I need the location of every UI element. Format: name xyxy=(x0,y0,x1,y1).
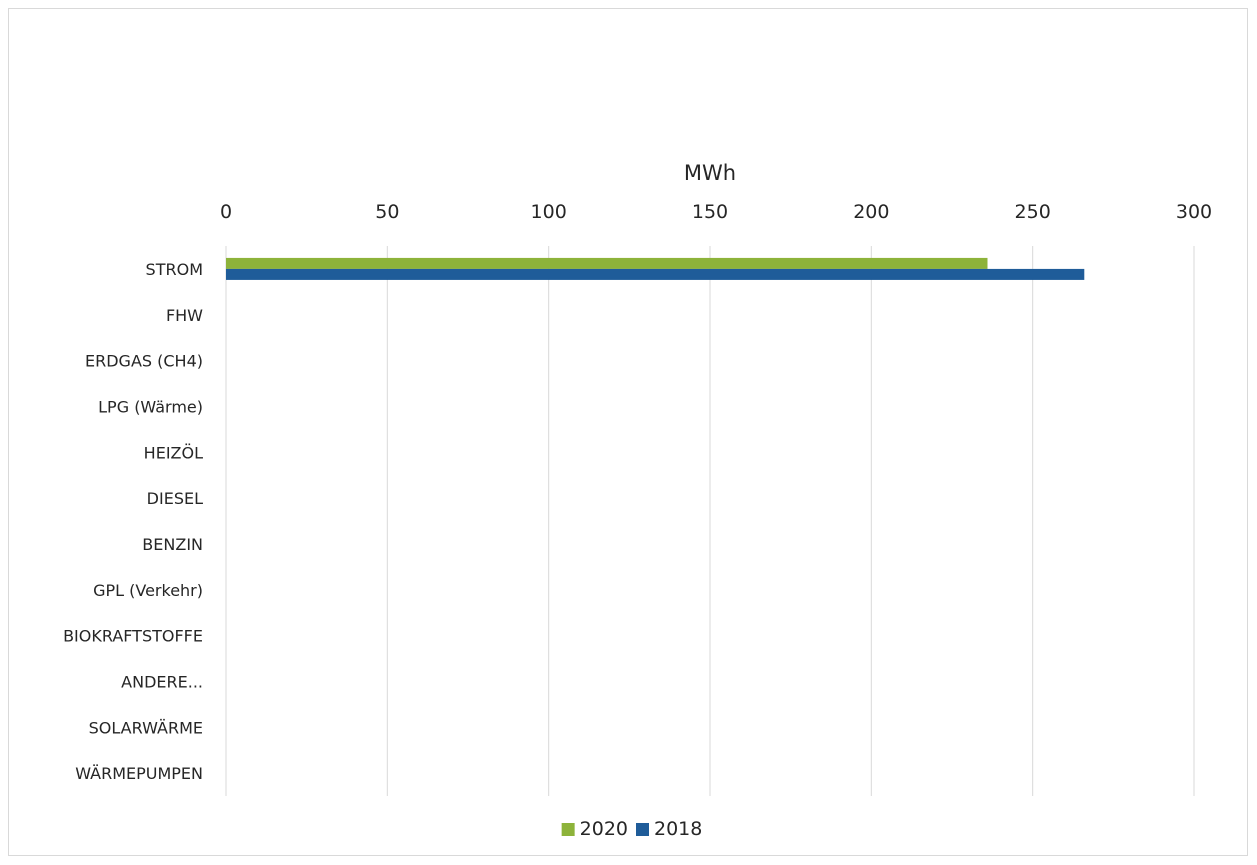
chart-frame xyxy=(8,8,1248,856)
bar-2018 xyxy=(226,268,1085,280)
x-tick-label: 250 xyxy=(1015,201,1051,223)
legend-label: 2018 xyxy=(654,818,702,840)
category-label: FHW xyxy=(166,306,203,325)
category-label: ERDGAS (CH4) xyxy=(85,352,203,371)
legend-item-2020: 2020 xyxy=(561,818,628,840)
x-tick-labels: 0 50 100 150 200 250 300 xyxy=(220,201,1212,223)
gridlines xyxy=(225,246,1195,796)
x-tick-label: 150 xyxy=(692,201,728,223)
category-label: ANDERE... xyxy=(121,672,203,691)
x-tick-label: 300 xyxy=(1176,201,1212,223)
category-label: STROM xyxy=(146,260,203,279)
category-label: BENZIN xyxy=(142,535,203,554)
category-labels: STROM FHW ERDGAS (CH4) LPG (Wärme) HEIZÖL DIE… xyxy=(63,260,203,783)
legend-swatch xyxy=(636,823,649,836)
category-label: SOLARWÄRME xyxy=(89,718,203,737)
x-tick-label: 200 xyxy=(853,201,889,223)
category-label: GPL (Verkehr) xyxy=(93,581,203,600)
legend: 2020 2018 xyxy=(561,818,702,840)
x-tick-label: 0 xyxy=(220,201,232,223)
category-label: LPG (Wärme) xyxy=(98,397,203,416)
legend-swatch xyxy=(561,823,575,836)
legend-item-2018: 2018 xyxy=(636,818,702,840)
x-tick-label: 100 xyxy=(531,201,567,223)
category-label: DIESEL xyxy=(147,489,203,508)
legend-label: 2020 xyxy=(580,818,628,840)
bars xyxy=(226,257,1085,280)
bar-2020 xyxy=(226,257,988,269)
x-tick-label: 50 xyxy=(375,201,399,223)
category-label: BIOKRAFTSTOFFE xyxy=(63,627,203,646)
category-label: WÄRMEPUMPEN xyxy=(75,764,203,783)
category-label: HEIZÖL xyxy=(144,443,203,462)
x-axis-title: MWh xyxy=(684,161,736,185)
